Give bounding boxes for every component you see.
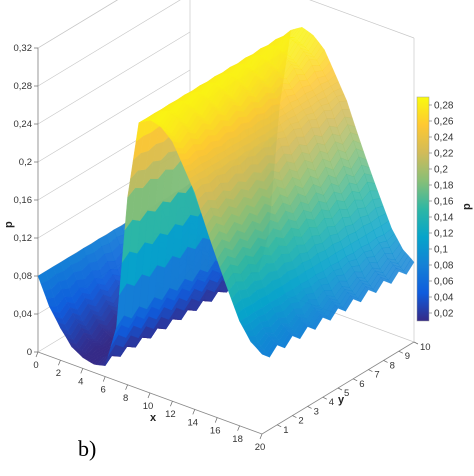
colorbar [416, 96, 430, 322]
colorbar-tick-label: 0,22 [434, 149, 454, 160]
grid-line [37, 31, 191, 125]
colorbar-tick-label: 0,24 [434, 133, 454, 144]
colorbar-tick-label: 0,06 [434, 277, 454, 288]
y-tick-label: 5 [344, 388, 349, 399]
y-tick-label: 1 [283, 425, 288, 436]
y-tick-mark [383, 360, 388, 363]
colorbar-tick-label: 0,28 [434, 101, 454, 112]
x-tick-label: 4 [78, 376, 83, 387]
x-tick-mark [214, 417, 218, 423]
y-tick-label: 10 [420, 342, 431, 353]
colorbar-tick-label: 0,2 [434, 165, 448, 176]
z-axis-label: p [3, 221, 15, 228]
y-tick-mark [337, 387, 343, 391]
y-tick-label: 6 [359, 379, 364, 390]
x-tick-mark [125, 384, 128, 390]
y-tick-label: 4 [329, 397, 334, 408]
y-tick-mark [322, 396, 327, 400]
x-tick-label: 12 [165, 409, 176, 420]
panel-label: b) [78, 436, 96, 461]
x-tick-mark [102, 376, 106, 382]
x-tick-mark [170, 401, 173, 407]
y-tick-mark [398, 350, 403, 354]
y-tick-label: 9 [405, 351, 410, 362]
grid-line [37, 0, 181, 87]
x-tick-mark [80, 368, 84, 374]
z-tick-label: 0,32 [14, 43, 33, 54]
x-tick-label: 16 [210, 426, 221, 437]
colorbar-tick-label: 0,18 [434, 181, 454, 192]
y-tick-label: 3 [314, 406, 319, 417]
x-tick-mark [237, 425, 240, 431]
colorbar-tick-label: 0,1 [434, 245, 448, 256]
colorbar-tick-label: 0,14 [434, 213, 454, 224]
y-tick-label: 8 [390, 360, 395, 371]
box-edge [309, 0, 415, 39]
x-tick-mark [35, 351, 39, 358]
y-tick-mark [307, 406, 312, 409]
colorbar-tick-label: 0,26 [434, 117, 454, 128]
x-tick-label: 10 [143, 401, 154, 412]
x-tick-label: 0 [33, 360, 38, 371]
grid-line [37, 0, 118, 49]
x-tick-mark [259, 433, 263, 440]
y-tick-mark [368, 369, 373, 372]
colorbar-tick-label: 0,12 [434, 229, 454, 240]
x-tick-label: 20 [255, 442, 266, 453]
y-tick-mark [292, 415, 297, 418]
colorbar-tick-label: 0,16 [434, 197, 454, 208]
x-tick-mark [58, 360, 61, 366]
x-tick-label: 18 [232, 434, 243, 445]
x-tick-label: 14 [188, 417, 199, 428]
z-tick-label: 0,12 [14, 233, 33, 244]
x-axis-label: x [150, 412, 157, 424]
z-tick-label: 0,16 [14, 195, 33, 206]
z-tick-label: 0,04 [14, 309, 33, 320]
grid-line [37, 69, 191, 163]
x-tick-mark [147, 392, 151, 399]
colorbar-label: p [461, 203, 473, 210]
z-tick-label: 0,2 [19, 157, 32, 168]
z-tick-label: 0,08 [14, 271, 33, 282]
y-tick-mark [277, 424, 282, 428]
y-tick-mark [413, 341, 419, 345]
y-axis-label: y [338, 394, 345, 406]
colorbar-ticks: 0,02 0,04 0,06 0,08 0,1 0,12 0,14 0,16 0,18 0,2 0,… [429, 101, 454, 320]
colorbar-tick-label: 0,08 [434, 261, 454, 272]
z-axis-ticks: 0 0,04 0,08 0,12 0,16 0,2 0,24 0,28 0,32 [14, 43, 38, 358]
box-edge [37, 0, 118, 49]
x-tick-mark [192, 409, 196, 415]
y-tick-label: 2 [298, 416, 303, 427]
y-tick-label: 7 [374, 370, 379, 381]
z-tick-label: 0 [27, 347, 32, 358]
colorbar-tick-label: 0,02 [434, 309, 454, 320]
surface [37, 26, 415, 366]
surface-patch [258, 350, 271, 358]
colorbar-tick-label: 0,04 [434, 293, 454, 304]
x-tick-label: 2 [56, 368, 61, 379]
x-tick-label: 6 [101, 385, 106, 396]
z-tick-label: 0,24 [14, 119, 33, 130]
y-tick-mark [353, 378, 358, 382]
z-tick-label: 0,28 [14, 81, 33, 92]
x-tick-label: 8 [123, 393, 128, 404]
x-axis-ticks: 0 2 4 6 8 10 12 14 16 18 20 [33, 351, 266, 453]
